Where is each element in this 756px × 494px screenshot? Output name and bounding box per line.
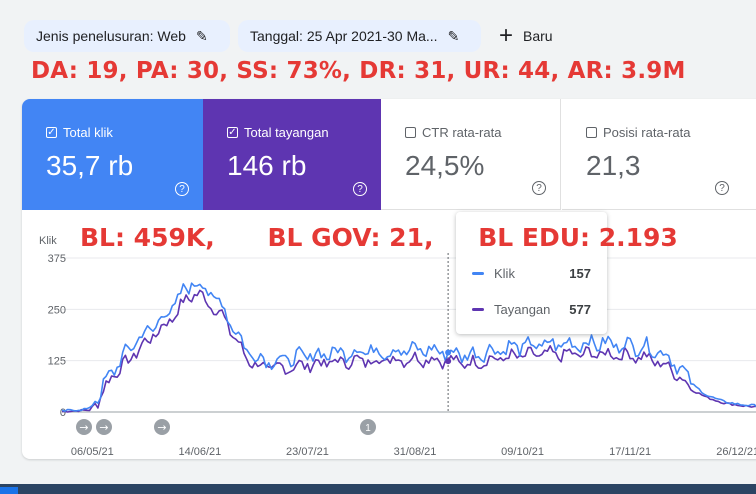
series-line-tayangan <box>61 289 756 413</box>
checkbox-checked-icon[interactable]: ✓ <box>46 126 57 138</box>
hover-point <box>445 358 452 365</box>
taskbar-strip <box>0 484 756 494</box>
arrow-right-icon: → <box>99 421 108 434</box>
annotation-label: 1 <box>365 423 371 434</box>
chart-tooltip: Klik 157 Tayangan 577 <box>456 212 607 334</box>
total-impressions-value: 146 rb <box>227 150 307 181</box>
x-tick-label: 26/12/21 <box>716 446 756 458</box>
bl-text: BL: 459K, <box>80 223 215 252</box>
edit-pencil-icon[interactable]: ✎ <box>195 27 208 44</box>
tooltip-row-impressions: Tayangan 577 <box>472 302 591 317</box>
performance-chart: Klik 0 125 250 375 06/05/21 14/06/21 23/07/21 31… <box>39 235 756 458</box>
seo-metrics-overlay: DA: 19, PA: 30, SS: 73%, DR: 31, UR: 44,… <box>31 58 686 84</box>
search-type-filter-label: Jenis penelusuran: Web <box>36 28 186 44</box>
impressions-swatch <box>472 308 484 311</box>
average-ctr-value: 24,5% <box>405 150 485 181</box>
average-position-label: Posisi rata-rata <box>603 125 691 140</box>
arrow-right-icon: → <box>157 421 166 434</box>
help-icon[interactable]: ? <box>715 181 729 195</box>
y-tick-label: 0 <box>60 407 66 419</box>
performance-panel: ✓ Total klik 35,7 rb ? ✓ Total tayangan … <box>22 99 756 459</box>
total-clicks-label: Total klik <box>63 125 113 140</box>
x-tick-label: 09/10/21 <box>501 446 544 458</box>
help-icon[interactable]: ? <box>532 181 546 195</box>
x-tick-label: 31/08/21 <box>394 446 437 458</box>
annotation-marker <box>154 419 170 435</box>
search-type-filter-chip[interactable]: Jenis penelusuran: Web ✎ <box>24 20 230 52</box>
series-line-klik <box>61 282 756 413</box>
y-tick-label: 375 <box>48 253 66 265</box>
total-clicks-card[interactable]: ✓ Total klik 35,7 rb ? <box>22 99 203 210</box>
checkbox-unchecked-icon[interactable] <box>405 127 416 138</box>
average-ctr-card[interactable]: CTR rata-rata 24,5% ? <box>381 99 561 210</box>
annotation-marker <box>360 419 376 435</box>
clicks-swatch <box>472 272 484 275</box>
date-filter-chip[interactable]: Tanggal: 25 Apr 2021-30 Ma... ✎ <box>238 20 481 52</box>
tooltip-series-value: 157 <box>569 266 591 281</box>
date-filter-label: Tanggal: 25 Apr 2021-30 Ma... <box>250 28 438 44</box>
help-icon[interactable]: ? <box>175 182 189 196</box>
y-axis-label: Klik <box>39 235 57 247</box>
new-filter-button[interactable]: + Baru <box>499 20 553 52</box>
bl-edu-text: BL EDU: 2.193 <box>478 223 678 252</box>
backlinks-overlay: BL: 459K, BL GOV: 21, BL EDU: 2.193 <box>80 223 678 252</box>
annotation-marker <box>76 419 92 435</box>
help-icon[interactable]: ? <box>353 182 367 196</box>
x-tick-label: 17/11/21 <box>609 446 651 458</box>
bl-gov-text: BL GOV: 21, <box>267 223 434 252</box>
average-position-value: 21,3 <box>586 150 641 181</box>
average-ctr-label: CTR rata-rata <box>422 125 502 140</box>
new-filter-label: Baru <box>523 28 553 44</box>
plus-icon: + <box>499 22 514 49</box>
tooltip-row-clicks: Klik 157 <box>472 266 591 281</box>
scroll-indicator <box>0 487 18 494</box>
arrow-right-icon: → <box>79 421 88 434</box>
checkbox-unchecked-icon[interactable] <box>586 127 597 138</box>
total-impressions-card[interactable]: ✓ Total tayangan 146 rb ? <box>203 99 381 210</box>
annotation-marker <box>96 419 112 435</box>
tooltip-series-name: Klik <box>494 266 515 281</box>
y-tick-label: 125 <box>48 356 66 368</box>
x-tick-label: 06/05/21 <box>71 446 114 458</box>
average-position-card[interactable]: Posisi rata-rata 21,3 ? <box>562 99 756 210</box>
hover-point <box>445 349 452 356</box>
edit-pencil-icon[interactable]: ✎ <box>447 27 460 44</box>
x-tick-label: 23/07/21 <box>286 446 329 458</box>
total-clicks-value: 35,7 rb <box>46 150 134 181</box>
tooltip-series-value: 577 <box>569 302 591 317</box>
checkbox-checked-icon[interactable]: ✓ <box>227 126 238 138</box>
tooltip-series-name: Tayangan <box>494 302 551 317</box>
y-tick-label: 250 <box>48 304 66 316</box>
total-impressions-label: Total tayangan <box>244 125 329 140</box>
x-tick-label: 14/06/21 <box>178 446 221 458</box>
